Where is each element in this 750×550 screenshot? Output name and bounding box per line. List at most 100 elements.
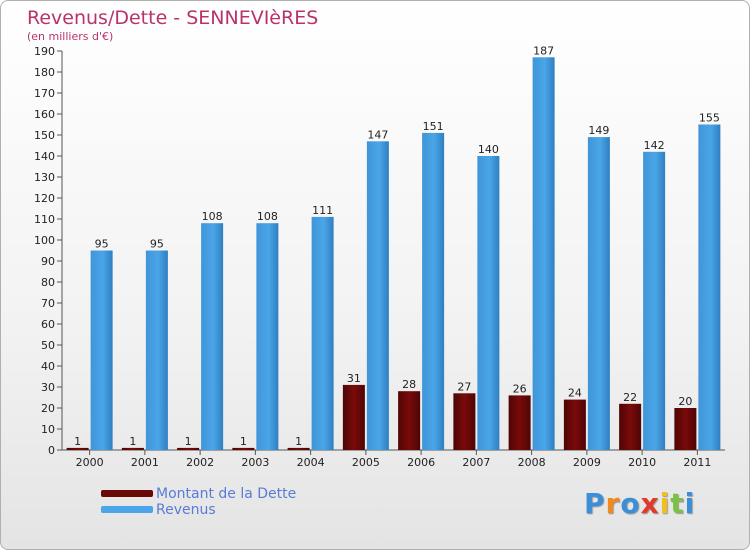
- data-label-dette: 22: [623, 391, 637, 404]
- data-label-dette: 1: [185, 435, 192, 448]
- data-label-revenus: 111: [312, 204, 333, 217]
- x-tick-label: 2005: [352, 456, 380, 469]
- y-tick-label: 130: [34, 171, 55, 184]
- x-tick-label: 2003: [241, 456, 269, 469]
- logo-letter: o: [620, 487, 641, 520]
- bar-revenus: [311, 216, 334, 450]
- data-label-revenus: 95: [150, 238, 164, 251]
- legend-label-dette: Montant de la Dette: [156, 486, 297, 502]
- x-tick-label: 2007: [462, 456, 490, 469]
- data-label-dette: 31: [347, 372, 361, 385]
- bar-dette: [232, 447, 255, 450]
- bar-revenus: [366, 141, 389, 451]
- data-label-dette: 1: [295, 435, 302, 448]
- bar-dette: [121, 447, 144, 450]
- x-tick-label: 2008: [518, 456, 546, 469]
- y-tick-label: 70: [41, 297, 55, 310]
- y-tick-label: 110: [34, 213, 55, 226]
- y-tick-label: 170: [34, 87, 55, 100]
- logo-letter: x: [640, 487, 660, 520]
- data-label-revenus: 140: [478, 143, 499, 156]
- legend-swatch-revenus: [101, 506, 153, 513]
- y-tick-label: 120: [34, 192, 55, 205]
- bar-dette: [342, 384, 365, 450]
- y-tick-label: 0: [48, 444, 55, 457]
- y-tick-label: 50: [41, 339, 55, 352]
- bar-dette: [674, 408, 697, 450]
- data-label-revenus: 151: [423, 120, 444, 133]
- y-tick-label: 10: [41, 423, 55, 436]
- x-tick-label: 2010: [628, 456, 656, 469]
- data-label-dette: 26: [513, 382, 527, 395]
- y-tick-label: 30: [41, 381, 55, 394]
- logo-letter: i: [659, 487, 671, 520]
- bar-revenus: [90, 250, 113, 450]
- bar-dette: [66, 447, 89, 450]
- y-tick-label: 20: [41, 402, 55, 415]
- bar-dette: [287, 447, 310, 450]
- data-label-revenus: 149: [588, 124, 609, 137]
- y-tick-label: 60: [41, 318, 55, 331]
- x-tick-label: 2004: [297, 456, 325, 469]
- bar-dette: [508, 395, 531, 450]
- y-tick-label: 180: [34, 66, 55, 79]
- bar-revenus: [145, 250, 168, 450]
- x-axis: 2000 2001 2002 2003 2004 2005 2006 2007 2008 2009…: [62, 449, 725, 469]
- y-tick-label: 40: [41, 360, 55, 373]
- bar-revenus: [422, 132, 445, 450]
- y-tick-label: 140: [34, 150, 55, 163]
- legend-swatch-dette: [101, 490, 153, 497]
- bar-dette: [563, 399, 586, 450]
- bar-dette: [619, 403, 642, 450]
- data-label-dette: 1: [74, 435, 81, 448]
- bar-revenus: [201, 223, 224, 450]
- x-tick-label: 2006: [407, 456, 435, 469]
- y-tick-label: 90: [41, 255, 55, 268]
- bar-revenus: [532, 57, 555, 451]
- proxiti-logo: Proxiti: [584, 487, 695, 520]
- data-label-revenus: 108: [202, 210, 223, 223]
- bar-revenus: [477, 156, 500, 450]
- legend-label-revenus: Revenus: [156, 502, 216, 518]
- chart-title: Revenus/Dette - SENNEVIèRES: [27, 7, 319, 29]
- data-label-revenus: 187: [533, 44, 554, 57]
- logo-letter: i: [684, 487, 696, 520]
- bar-revenus: [698, 124, 721, 450]
- data-label-dette: 1: [129, 435, 136, 448]
- logo-letter: r: [605, 487, 621, 520]
- data-label-revenus: 147: [367, 128, 388, 141]
- y-tick-label: 80: [41, 276, 55, 289]
- bar-revenus: [643, 151, 666, 451]
- data-label-dette: 27: [457, 380, 471, 393]
- x-tick-label: 2001: [131, 456, 159, 469]
- x-tick-label: 2000: [76, 456, 104, 469]
- data-label-revenus: 95: [95, 238, 109, 251]
- bar-dette: [398, 391, 421, 450]
- y-axis: 0 10 20 30 40 50 60 70 80 90 100 110 120 130 140 150 160…: [34, 45, 63, 457]
- bars: [66, 57, 721, 451]
- data-label-revenus: 142: [644, 139, 665, 152]
- x-tick-label: 2002: [186, 456, 214, 469]
- bar-dette: [177, 447, 200, 450]
- data-label-dette: 28: [402, 378, 416, 391]
- x-tick-label: 2011: [683, 456, 711, 469]
- y-tick-label: 190: [34, 45, 55, 58]
- data-label-dette: 1: [240, 435, 247, 448]
- y-tick-label: 160: [34, 108, 55, 121]
- y-tick-label: 100: [34, 234, 55, 247]
- data-label-dette: 20: [678, 395, 692, 408]
- data-label-revenus: 108: [257, 210, 278, 223]
- bar-revenus: [587, 137, 610, 450]
- bar-revenus: [256, 223, 279, 450]
- data-label-revenus: 155: [699, 112, 720, 125]
- logo-letter: P: [584, 487, 606, 520]
- chart-subtitle: (en milliers d'€): [27, 30, 114, 43]
- data-labels: 1951951108110811113114728151271402618724…: [74, 44, 720, 448]
- logo-letter: t: [670, 487, 685, 520]
- x-tick-label: 2009: [573, 456, 601, 469]
- bar-dette: [453, 393, 476, 450]
- y-tick-label: 150: [34, 129, 55, 142]
- data-label-dette: 24: [568, 387, 582, 400]
